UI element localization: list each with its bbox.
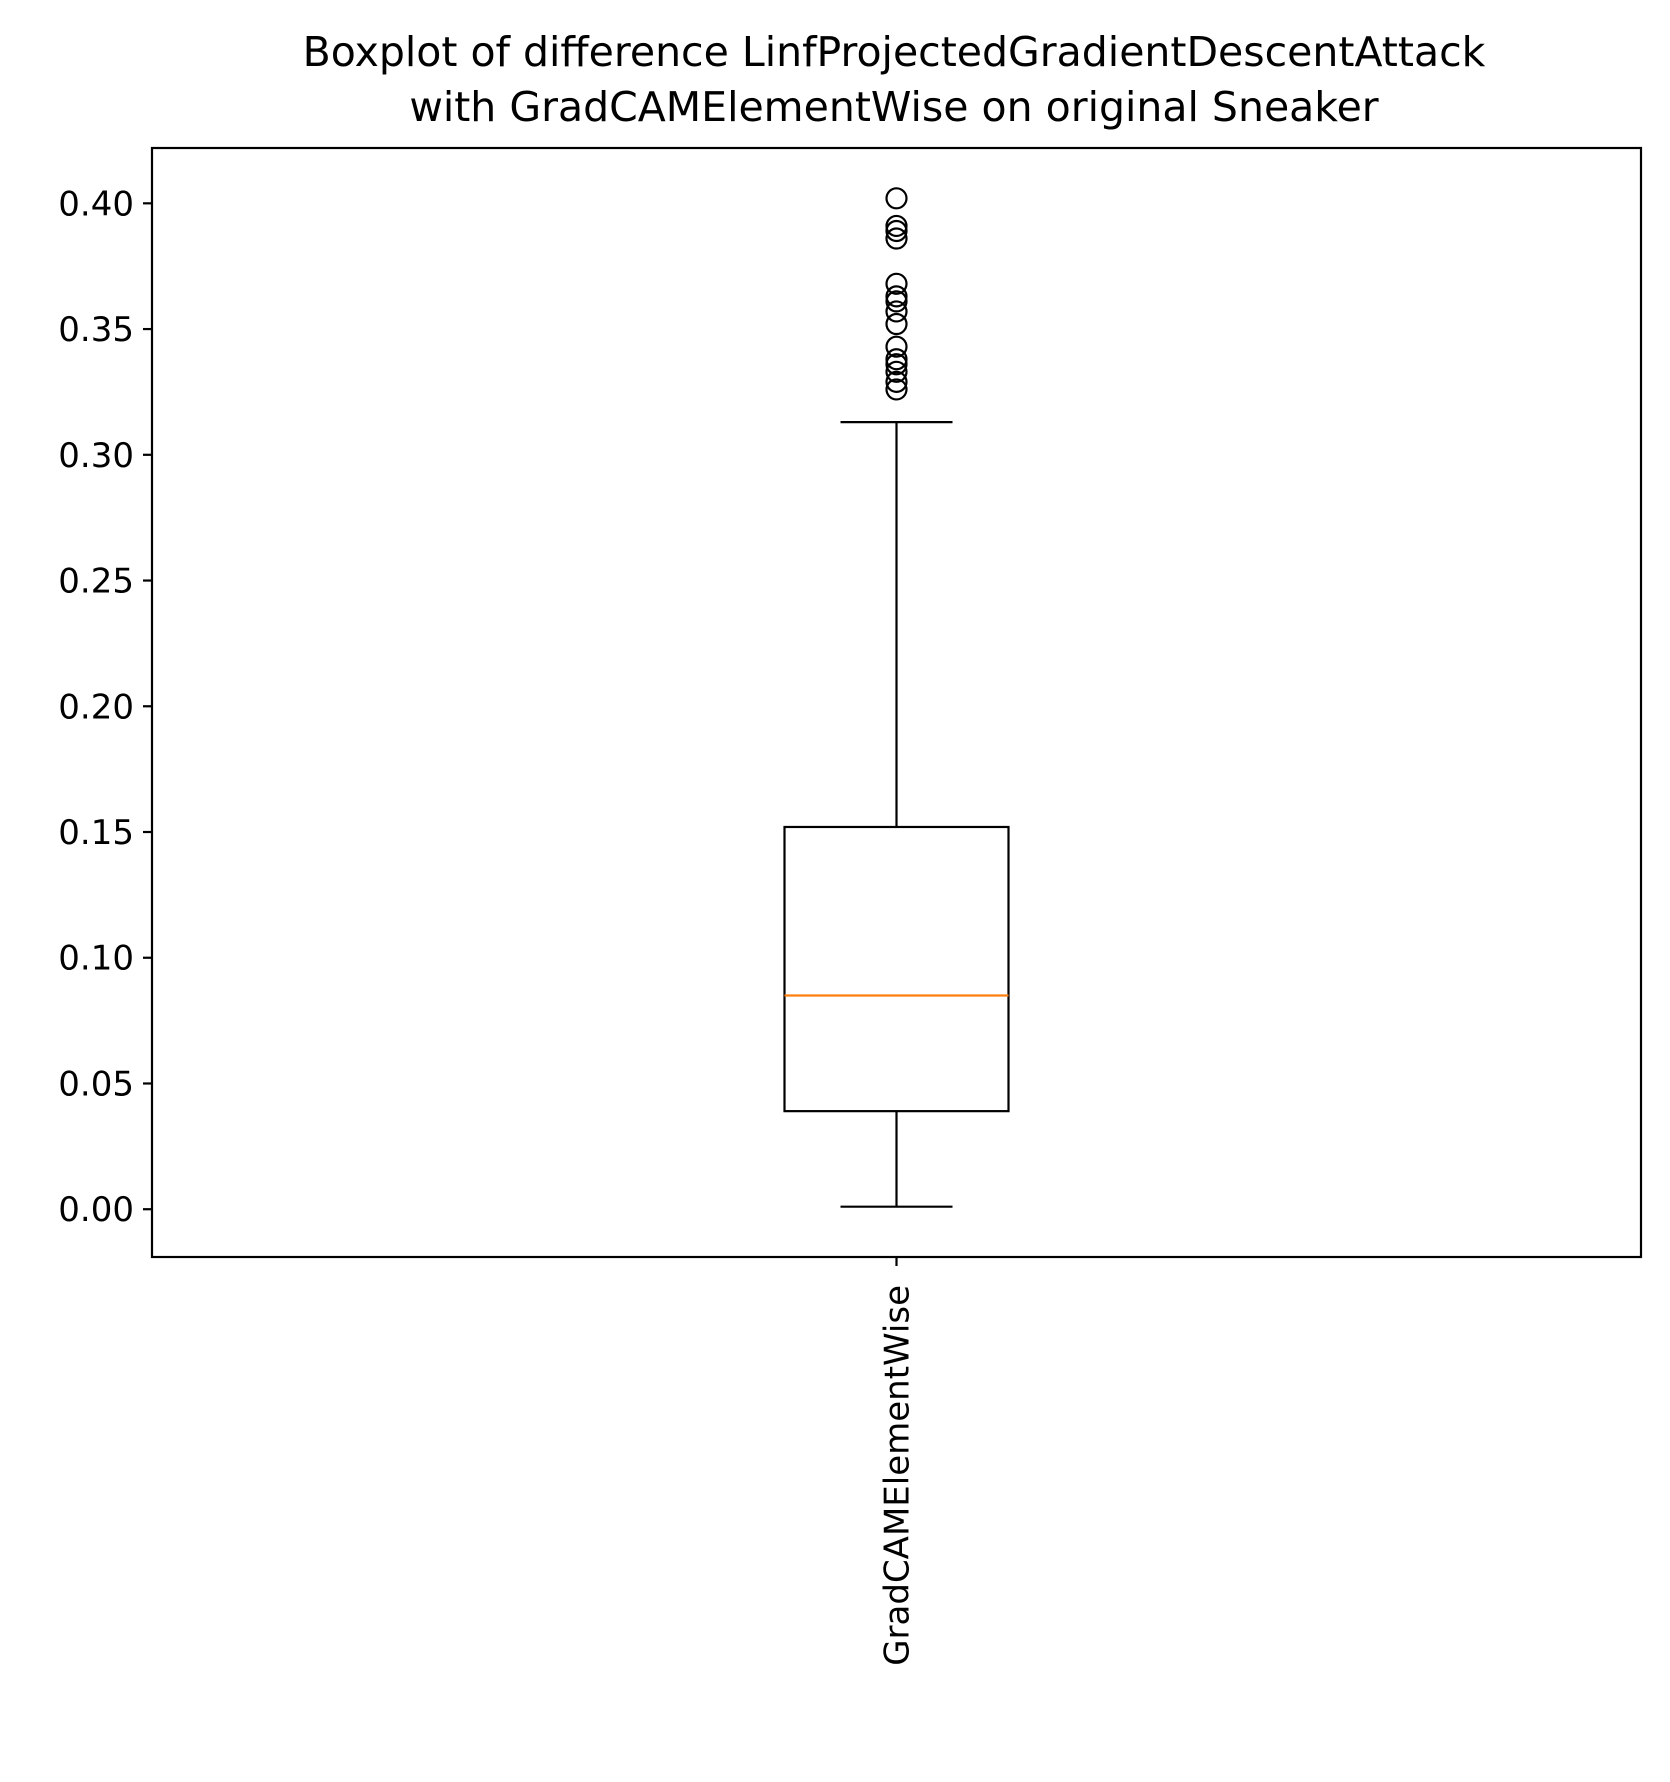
y-tick-label: 0.20 [58,687,134,727]
box-iqr [783,825,1010,1113]
outlier-point [885,378,908,401]
y-tick-label: 0.35 [58,310,134,350]
outlier-point [885,290,908,313]
outlier-point [885,312,908,336]
outlier-point [885,219,908,243]
outlier-point [885,335,908,358]
chart-title-line-1: Boxplot of difference LinfProjectedGradi… [303,28,1486,76]
outlier-point [885,272,908,295]
outlier-point [885,285,908,308]
y-axis: 0.00 0.05 0.10 0.15 0.20 0.25 0.30 0.35 0.40 [58,184,152,1230]
y-tick-label: 0.40 [58,184,134,224]
plot-frame [150,146,1643,1259]
chart-title-line-2: with GradCAMElementWise on original Snea… [409,83,1378,131]
y-tick-label: 0.30 [58,436,134,476]
x-axis: GradCAMElementWise [878,1257,918,1666]
outlier-point [885,370,908,393]
y-tick-label: 0.15 [58,813,134,853]
box-group [783,187,1010,1208]
outlier-point [885,187,908,210]
outlier-point [885,353,908,376]
outlier-point [885,300,908,323]
outlier-point [885,360,908,383]
y-tick-label: 0.05 [58,1064,134,1104]
y-tick-label: 0.25 [58,562,134,602]
outlier-point [885,227,908,250]
y-tick-label: 0.00 [58,1190,134,1230]
x-tick-label: GradCAMElementWise [878,1285,918,1666]
plot-area [783,187,1010,1208]
outlier-point [885,348,908,371]
y-tick-label: 0.10 [58,939,134,979]
outlier-point [885,214,908,238]
